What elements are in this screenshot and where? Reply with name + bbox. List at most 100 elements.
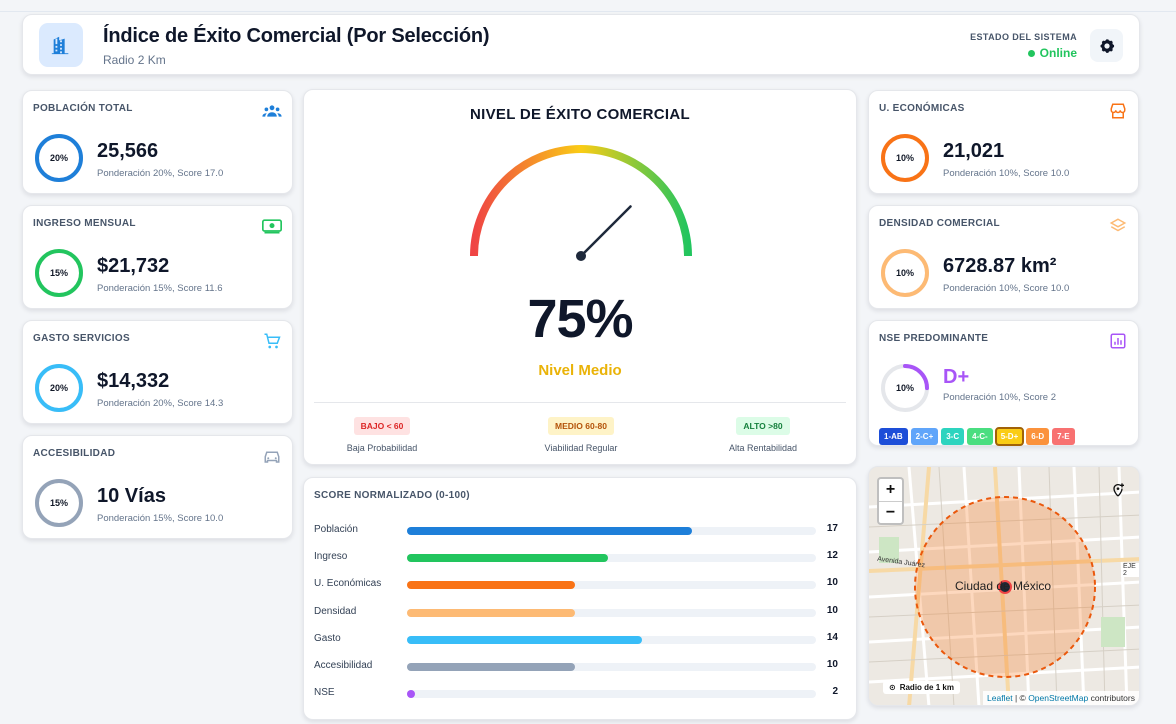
nse-chip[interactable]: 3-C xyxy=(941,428,965,445)
metric-card: INGRESO MENSUAL 15% $21,732 Ponderación … xyxy=(22,205,293,309)
gauge-value: 75% xyxy=(527,289,633,349)
progress-ring xyxy=(35,134,83,182)
money-icon xyxy=(262,216,282,236)
score-bar xyxy=(407,554,608,563)
ring-percent: 20% xyxy=(49,153,68,163)
legend-low: BAJO < 60 Baja Probabilidad xyxy=(307,416,457,453)
ring-percent: 15% xyxy=(49,498,68,508)
system-status: Online xyxy=(1027,46,1077,60)
metric-card: GASTO SERVICIOS 20% $14,332 Ponderación … xyxy=(22,320,293,424)
gauge-title: NIVEL DE ÉXITO COMERCIAL xyxy=(469,106,690,123)
score-track xyxy=(407,690,816,699)
add-location-button[interactable] xyxy=(1107,479,1129,501)
gauge-card: NIVEL DE ÉXITO COMERCIAL 75% Nivel Medio… xyxy=(303,89,857,465)
score-bar xyxy=(407,690,415,699)
zoom-in-button[interactable]: + xyxy=(885,481,896,498)
metric-label: U. ECONÓMICAS xyxy=(879,103,965,114)
metric-card: DENSIDAD COMERCIAL 10% 6728.87 km² Ponde… xyxy=(868,205,1139,309)
radius-badge: ⊙ Radio de 1 km xyxy=(883,681,960,694)
map[interactable]: Ciudad de México Avenida Juárez EJE 2 + … xyxy=(868,466,1140,706)
map-tiles xyxy=(869,467,1139,705)
badge-high: ALTO >80 xyxy=(736,417,790,435)
location-plus-icon xyxy=(1113,483,1124,497)
top-border xyxy=(0,0,1176,12)
metric-card: NSE PREDOMINANTE 10% D+ Ponderación 10%,… xyxy=(868,320,1139,446)
divider xyxy=(314,402,846,403)
metric-value: 10 Vías xyxy=(97,485,166,507)
attribution-copyright: © xyxy=(1019,693,1026,703)
center-marker[interactable] xyxy=(998,580,1012,594)
metric-label: ACCESIBILIDAD xyxy=(33,448,116,459)
building-icon xyxy=(39,23,83,67)
metric-value: 21,021 xyxy=(943,140,1005,162)
metric-label: DENSIDAD COMERCIAL xyxy=(879,218,1000,229)
badge-medium: MEDIO 60-80 xyxy=(548,417,614,435)
metric-sub: Ponderación 10%, Score 2 xyxy=(943,392,1057,403)
progress-ring xyxy=(881,134,929,182)
street-label: EJE 2 xyxy=(1121,563,1139,577)
nse-chip[interactable]: 4-C- xyxy=(967,428,993,445)
score-label: U. Económicas xyxy=(314,578,382,590)
metric-value: D+ xyxy=(943,366,970,388)
ring-percent: 10% xyxy=(895,268,914,278)
metric-value: $14,332 xyxy=(97,370,170,392)
score-track xyxy=(407,635,816,644)
legend-medium: MEDIO 60-80 Viabilidad Regular xyxy=(506,416,656,453)
radius-text: Radio de 1 km xyxy=(899,683,954,692)
gear-icon xyxy=(1100,38,1114,53)
gauge-pivot xyxy=(576,251,586,261)
score-label: Población xyxy=(314,524,358,535)
nse-chip[interactable]: 5-D+ xyxy=(994,427,1025,446)
metric-sub: Ponderación 15%, Score 11.6 xyxy=(97,283,223,294)
store-icon xyxy=(1108,101,1128,121)
score-bar xyxy=(407,608,575,617)
app-header: Índice de Éxito Comercial (Por Selección… xyxy=(22,14,1140,75)
settings-button[interactable] xyxy=(1090,29,1123,62)
progress-ring xyxy=(35,479,83,527)
metric-label: GASTO SERVICIOS xyxy=(33,333,130,344)
badge-low: BAJO < 60 xyxy=(353,417,411,435)
metric-sub: Ponderación 20%, Score 17.0 xyxy=(97,168,224,179)
target-icon: ⊙ xyxy=(889,683,896,692)
score-value: 12 xyxy=(826,550,838,562)
nse-chip[interactable]: 1-AB xyxy=(879,428,908,445)
leaflet-link[interactable]: Leaflet xyxy=(987,693,1013,703)
page-subtitle: Radio 2 Km xyxy=(103,53,166,67)
score-row: Accesibilidad 10 xyxy=(314,658,848,674)
status-dot-icon xyxy=(1027,49,1035,57)
gauge-dial xyxy=(470,145,692,261)
score-value: 10 xyxy=(826,604,838,616)
score-row: Gasto 14 xyxy=(314,631,848,647)
progress-ring xyxy=(881,364,929,412)
nse-chip[interactable]: 7-E xyxy=(1052,428,1075,445)
zoom-out-button[interactable]: − xyxy=(879,501,902,523)
car-icon xyxy=(262,446,282,466)
osm-link[interactable]: OpenStreetMap xyxy=(1028,693,1089,703)
metric-value: 25,566 xyxy=(97,140,159,162)
metric-card: U. ECONÓMICAS 10% 21,021 Ponderación 10%… xyxy=(868,90,1139,194)
score-row: Densidad 10 xyxy=(314,604,848,620)
score-label: Gasto xyxy=(314,632,341,644)
score-label: NSE xyxy=(314,687,335,699)
score-bar xyxy=(407,663,575,671)
score-track xyxy=(407,608,816,617)
metric-sub: Ponderación 10%, Score 10.0 xyxy=(943,168,1070,179)
gauge-arc xyxy=(470,145,692,257)
score-bar xyxy=(407,635,642,644)
nse-chip[interactable]: 2-C+ xyxy=(910,428,939,445)
system-status-label: ESTADO DEL SISTEMA xyxy=(970,32,1077,42)
score-value: 2 xyxy=(832,686,838,698)
score-row: NSE 2 xyxy=(314,685,848,701)
score-label: Densidad xyxy=(314,605,357,617)
score-row: U. Económicas 10 xyxy=(314,576,848,592)
progress-ring xyxy=(35,249,83,297)
ring-percent: 20% xyxy=(49,383,68,393)
system-status-text: Online xyxy=(1039,46,1077,60)
score-title: SCORE NORMALIZADO (0-100) xyxy=(314,490,470,501)
map-attribution: Leaflet | © OpenStreetMap contributors xyxy=(983,691,1139,705)
metric-sub: Ponderación 10%, Score 10.0 xyxy=(943,283,1070,294)
ring-percent: 10% xyxy=(895,153,914,163)
metric-card: ACCESIBILIDAD 15% 10 Vías Ponderación 15… xyxy=(22,435,293,539)
metric-value: $21,732 xyxy=(97,255,170,277)
nse-chip[interactable]: 6-D xyxy=(1026,428,1050,445)
